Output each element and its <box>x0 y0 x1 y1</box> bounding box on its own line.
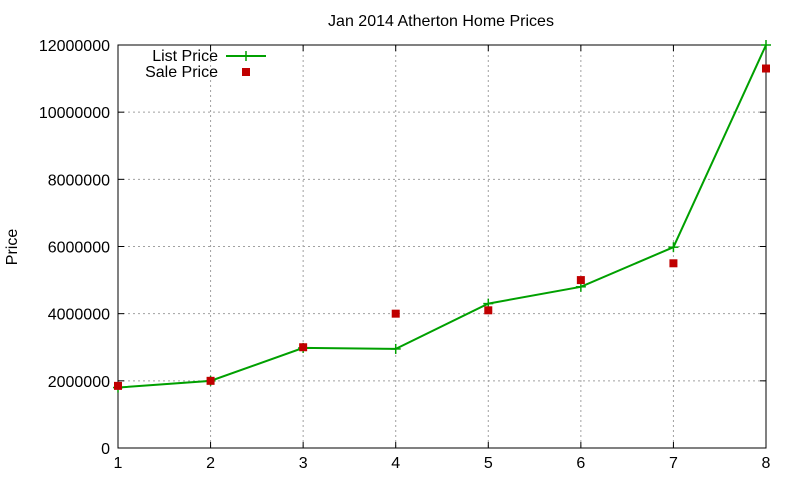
list-price-point <box>390 343 401 354</box>
x-tick-label: 8 <box>762 455 771 472</box>
x-tick-label: 3 <box>299 455 308 472</box>
grid-lines <box>118 45 766 448</box>
sale-price-point <box>576 276 585 285</box>
legend-marker-sale-price <box>242 68 250 76</box>
y-tick-label: 8000000 <box>48 172 110 189</box>
sale-price-point <box>206 376 215 385</box>
x-tick-label: 7 <box>669 455 678 472</box>
sale-price-point <box>299 343 308 352</box>
sale-price-point <box>762 64 770 73</box>
y-tick-label: 2000000 <box>48 374 110 391</box>
x-tick-label: 5 <box>484 455 493 472</box>
x-tick-label: 2 <box>206 455 215 472</box>
x-tick-label: 4 <box>391 455 400 472</box>
list-price-point <box>761 40 771 50</box>
series-layer <box>113 40 771 393</box>
y-tick-label: 6000000 <box>48 240 110 257</box>
list-price-line <box>117 44 767 389</box>
y-tick-label: 10000000 <box>39 105 110 122</box>
x-tick-label: 6 <box>576 455 585 472</box>
sale-price-point <box>484 306 493 315</box>
chart-title: Jan 2014 Atherton Home Prices <box>328 13 554 30</box>
y-tick-label: 4000000 <box>48 307 110 324</box>
sale-price-point <box>669 259 678 268</box>
list-price-point <box>668 242 679 253</box>
sale-price-point <box>114 381 122 390</box>
legend-label-sale-price: Sale Price <box>145 64 218 81</box>
y-tick-label: 12000000 <box>39 38 110 55</box>
sale-price-point <box>391 309 400 318</box>
y-tick-label: 0 <box>101 441 110 458</box>
y-axis-label: Price <box>4 229 21 266</box>
legend-marker-list-price <box>241 51 251 61</box>
legend-label-list-price: List Price <box>152 48 218 65</box>
y-axis-ticks: 0 2000000 4000000 6000000 8000000 10000000 120… <box>39 38 766 458</box>
x-tick-label: 1 <box>114 455 123 472</box>
x-axis-ticks: 1 2 3 4 5 6 7 8 <box>114 45 771 472</box>
